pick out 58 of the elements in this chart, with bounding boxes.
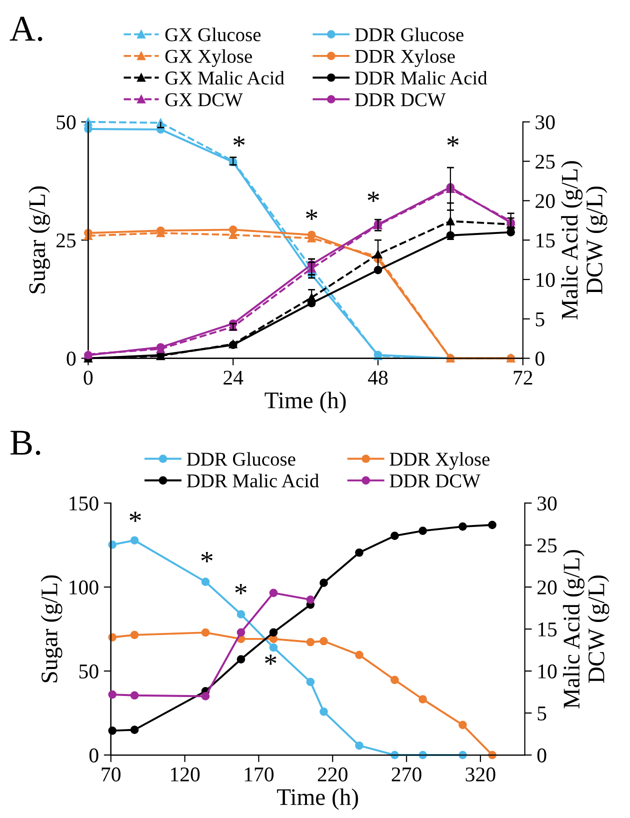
annotation: *	[233, 136, 245, 147]
legend-label: GX Glucose	[165, 28, 261, 42]
legend-label: DDR Glucose	[186, 452, 296, 466]
annotation: *	[201, 552, 213, 562]
annotation: *	[265, 654, 276, 665]
legend-label: GX Xylose	[165, 49, 252, 67]
legend-label: DDR Malic Acid	[186, 474, 319, 488]
x-tick-label: 320	[466, 767, 496, 782]
x-axis-title: Time (h)	[264, 392, 346, 414]
annotation: *	[447, 136, 459, 147]
y2-tick-label: 10	[536, 272, 555, 287]
legend-label: GX DCW	[165, 93, 243, 106]
annotation: *	[368, 192, 379, 202]
y-axis-title: Sugar (g/L)	[28, 186, 50, 294]
y2-tick-label: 5	[538, 706, 546, 720]
y2-axis-title: Malic Acid (g/L) DCW (g/L)	[562, 550, 610, 708]
y2-tick-label: 25	[536, 154, 555, 169]
y-axis-title: Sugar (g/L)	[40, 575, 62, 682]
legend-label: DDR Xylose	[355, 49, 455, 67]
y2-tick-label: 15	[536, 234, 555, 248]
y2-tick-label: 0	[537, 748, 546, 762]
x-tick-label: 24	[224, 370, 244, 385]
y2-tick-label: 0	[536, 352, 544, 366]
x-tick-label: 270	[392, 767, 422, 782]
legend-label: GX Malic Acid	[165, 70, 284, 85]
x-tick-label: 170	[244, 767, 274, 782]
y2-tick-label: 30	[538, 496, 557, 511]
legend-label: DDR DCW	[390, 474, 480, 488]
y2-tick-label: 5	[536, 312, 544, 326]
chart-title: B.	[10, 430, 40, 456]
x-tick-label: 48	[368, 370, 388, 385]
y-tick-label: 100	[70, 580, 98, 594]
chart-title: A.	[10, 16, 42, 42]
y2-tick-label: 30	[536, 115, 555, 130]
annotation: *	[235, 584, 246, 594]
x-tick-label: 70	[102, 767, 120, 782]
y2-tick-label: 25	[538, 538, 557, 552]
legend-label: DDR Malic Acid	[355, 70, 488, 85]
x-tick-label: 72	[514, 370, 532, 385]
legend-label: DDR Xylose	[390, 452, 490, 470]
x-axis-title: Time (h)	[277, 788, 358, 810]
y2-tick-label: 15	[538, 622, 557, 636]
y-tick-label: 25	[56, 234, 76, 248]
y2-tick-label: 20	[536, 194, 555, 208]
y2-axis-title: Malic Acid (g/L) DCW (g/L)	[561, 161, 608, 320]
legend-label: DDR Glucose	[355, 28, 464, 42]
y-tick-label: 50	[79, 664, 98, 678]
x-tick-label: 220	[318, 767, 348, 782]
y2-tick-label: 10	[538, 664, 557, 678]
x-tick-label: 120	[171, 767, 200, 782]
legend-label: DDR DCW	[355, 93, 446, 106]
y-tick-label: 0	[66, 352, 76, 366]
annotation: *	[130, 512, 141, 522]
y2-tick-label: 20	[538, 580, 557, 594]
annotation: *	[306, 210, 318, 220]
y-tick-label: 0	[89, 748, 98, 762]
y-tick-label: 150	[70, 496, 98, 511]
y-tick-label: 50	[56, 115, 76, 130]
